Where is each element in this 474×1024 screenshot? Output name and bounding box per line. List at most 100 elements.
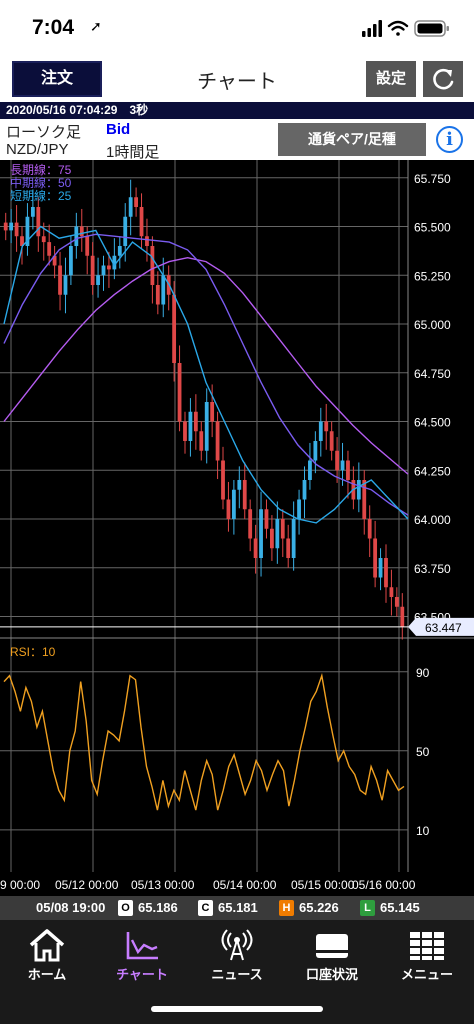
status-bar: 7:04 ➚: [0, 0, 474, 56]
candle: [139, 207, 144, 237]
rsi-tick-label: 10: [416, 824, 430, 838]
info-icon[interactable]: i: [436, 126, 463, 153]
refresh-icon: [433, 68, 454, 90]
candle: [134, 197, 138, 207]
rsi-tick-label: 90: [416, 666, 430, 680]
candle: [36, 207, 41, 237]
tab-news[interactable]: ニュース: [190, 920, 284, 986]
last-price-tag: [408, 617, 474, 636]
settings-button[interactable]: 設定: [366, 61, 416, 97]
candle: [128, 197, 133, 217]
tab-chart[interactable]: チャート: [95, 920, 189, 986]
close-value: 65.181: [218, 900, 258, 915]
candle: [394, 597, 399, 607]
candle: [367, 519, 372, 539]
candle: [329, 431, 334, 451]
candle: [362, 480, 367, 519]
ma-legend-label: 短期線：25: [10, 188, 72, 203]
candle: [101, 265, 106, 276]
candle: [384, 558, 388, 588]
x-tick-label: 05/13 00:00: [131, 878, 195, 892]
candle: [117, 246, 122, 256]
high-value: 65.226: [299, 900, 339, 915]
tab-account-label: 口座状況: [305, 967, 358, 982]
x-axis-band: [0, 872, 474, 896]
candle: [270, 528, 274, 549]
home-icon: [29, 929, 65, 962]
tab-account[interactable]: 口座状況: [285, 920, 379, 986]
broadcast-icon: [221, 929, 253, 961]
candle: [286, 538, 291, 558]
price-tick-label: 65.000: [414, 318, 451, 332]
candle: [378, 558, 383, 578]
candle: [259, 509, 263, 558]
candle: [9, 222, 14, 231]
candle: [150, 246, 155, 285]
candle: [172, 294, 177, 363]
candle: [226, 499, 231, 519]
candle: [340, 460, 345, 471]
candle: [264, 509, 269, 529]
close-key: C: [198, 900, 213, 916]
price-tick-label: 65.250: [414, 269, 451, 283]
tab-menu[interactable]: メニュー: [380, 920, 474, 986]
price-tick-label: 64.250: [414, 464, 451, 478]
candle: [313, 441, 318, 461]
currency-pair-label: NZD/JPY: [6, 141, 69, 158]
high-key: H: [279, 900, 294, 916]
candle: [346, 460, 350, 480]
candle: [215, 421, 220, 461]
candle: [52, 255, 57, 266]
candle: [155, 285, 160, 305]
nav-bar: 注文 チャート 設定: [0, 56, 474, 102]
candle: [318, 421, 323, 441]
rsi-tick-label: 50: [416, 745, 430, 759]
candle: [20, 236, 24, 246]
candle: [41, 236, 46, 243]
candle: [231, 489, 236, 519]
candle: [204, 402, 209, 451]
candle: [280, 519, 285, 539]
rsi-line: [3, 672, 405, 811]
candle: [253, 538, 258, 558]
ohlc-bar: 05/08 19:00 O 65.186 C 65.181 H 65.226 L…: [0, 896, 474, 920]
last-price-label: 63.447: [425, 621, 462, 635]
ma-legend-label: 長期線：75: [10, 162, 72, 177]
x-tick-label: 05/12 00:00: [55, 878, 119, 892]
tab-home[interactable]: ホーム: [0, 920, 94, 986]
signal-icon: [362, 20, 382, 37]
card-icon: [316, 934, 348, 958]
candle: [199, 431, 204, 451]
candle: [193, 411, 198, 432]
refresh-button[interactable]: [423, 61, 463, 97]
price-tick-label: 65.750: [414, 172, 451, 186]
ma-long-line: [3, 256, 409, 475]
candle: [47, 242, 52, 256]
ma-legend-label: 中期線：50: [10, 175, 72, 190]
order-button[interactable]: 注文: [12, 61, 102, 97]
candle: [145, 236, 149, 246]
candle: [356, 480, 361, 500]
candle: [308, 460, 312, 480]
candle: [248, 509, 253, 539]
candle: [389, 587, 394, 597]
open-value: 65.186: [138, 900, 178, 915]
timeframe-label: 1時間足: [106, 144, 160, 161]
candle: [25, 216, 30, 246]
price-chart[interactable]: 65.750 65.500 65.250 65.000 64.750 64.500 64.2…: [0, 160, 474, 896]
pair-timeframe-button[interactable]: 通貨ペア/足種: [278, 123, 426, 156]
candle: [297, 499, 301, 519]
update-time-bar: 2020/05/16 07:04:29 3秒: [0, 102, 474, 119]
x-tick-label: 05/15 00:00: [291, 878, 355, 892]
ma-short-line: [3, 225, 409, 524]
candle: [324, 421, 329, 432]
candle: [79, 226, 84, 237]
candle: [302, 480, 307, 500]
candle: [112, 255, 117, 270]
tab-news-label: ニュース: [211, 967, 263, 982]
candle: [291, 519, 296, 558]
candle: [242, 480, 247, 510]
candle: [210, 402, 215, 422]
candle: [69, 246, 73, 276]
chart-background: [0, 160, 474, 896]
